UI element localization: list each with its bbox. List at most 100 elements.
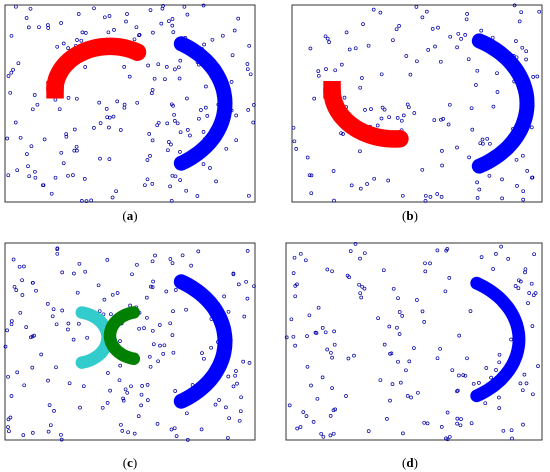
noise-point <box>438 59 443 64</box>
noise-point <box>15 370 20 375</box>
noise-point <box>101 312 106 317</box>
noise-point <box>245 62 250 66</box>
noise-point <box>226 309 231 314</box>
noise-point <box>24 325 29 329</box>
noise-point <box>497 406 502 410</box>
noise-point <box>76 321 81 326</box>
noise-point <box>231 384 236 389</box>
noise-point <box>108 388 112 393</box>
plot-frame <box>285 242 543 441</box>
noise-point <box>137 33 142 37</box>
noise-point <box>423 193 428 198</box>
noise-point <box>441 117 445 121</box>
noise-point <box>501 428 506 433</box>
noise-point <box>82 177 87 181</box>
noise-point <box>234 369 238 373</box>
noise-point <box>379 72 384 77</box>
noise-point <box>330 355 334 360</box>
noise-point <box>107 14 112 18</box>
noise-point <box>447 434 452 439</box>
noise-point <box>238 409 243 414</box>
noise-point <box>6 374 10 379</box>
noise-point <box>157 323 162 327</box>
noise-point <box>149 284 153 289</box>
noise-point <box>465 12 469 16</box>
noise-point <box>242 314 247 319</box>
noise-point <box>292 255 297 260</box>
noise-point <box>348 249 353 253</box>
noise-point <box>475 180 479 185</box>
cluster-arc-1 <box>46 37 147 99</box>
noise-point <box>469 421 474 426</box>
noise-point <box>408 72 413 77</box>
noise-point <box>404 54 409 58</box>
noise-point <box>360 284 365 289</box>
noise-point <box>170 173 175 178</box>
noise-point <box>352 353 356 358</box>
noise-point <box>495 71 499 76</box>
noise-point <box>83 31 88 35</box>
noise-point <box>30 107 35 112</box>
noise-point <box>114 189 118 194</box>
noise-point <box>205 114 210 118</box>
noise-point <box>447 102 452 107</box>
noise-point <box>332 198 336 203</box>
noise-point <box>79 199 84 203</box>
noise-point <box>363 108 367 112</box>
noise-point <box>394 27 399 32</box>
noise-point <box>173 288 178 292</box>
noise-point <box>291 271 296 275</box>
noise-point <box>78 405 82 410</box>
noise-point <box>135 262 139 267</box>
noise-point <box>46 378 50 383</box>
noise-point <box>247 361 252 365</box>
noise-point <box>491 267 495 271</box>
noise-point <box>204 84 208 89</box>
noise-point <box>438 346 442 351</box>
noise-point <box>185 12 190 17</box>
noise-point <box>33 169 37 174</box>
noise-point <box>423 269 428 274</box>
noise-point <box>527 291 532 295</box>
noise-point <box>450 368 455 373</box>
noise-point <box>397 310 402 314</box>
noise-point <box>72 127 77 132</box>
noise-point <box>178 178 182 182</box>
caption-c-letter: c <box>127 455 133 470</box>
noise-point <box>308 46 313 51</box>
noise-point <box>455 145 459 150</box>
noise-point <box>162 343 167 348</box>
cluster-arc-end-1 <box>323 81 341 99</box>
noise-point <box>499 244 503 249</box>
noise-point <box>135 100 140 105</box>
noise-point <box>521 422 525 427</box>
noise-point <box>485 136 490 141</box>
noise-point <box>389 351 394 356</box>
noise-point <box>245 296 250 301</box>
noise-point <box>397 24 401 28</box>
noise-point <box>332 329 336 334</box>
noise-point <box>184 307 188 312</box>
noise-point <box>97 309 102 314</box>
noise-point <box>156 359 160 364</box>
noise-point <box>107 115 112 120</box>
noise-point <box>145 398 150 402</box>
noise-point <box>77 261 82 266</box>
noise-point <box>455 45 459 50</box>
noise-point <box>523 267 528 272</box>
noise-point <box>533 291 538 295</box>
noise-point <box>156 62 161 67</box>
noise-point <box>420 167 425 172</box>
noise-point <box>106 30 111 35</box>
noise-point <box>16 61 21 66</box>
noise-point <box>66 46 70 50</box>
noise-point <box>321 434 326 439</box>
cluster-arc-2 <box>103 306 141 365</box>
noise-point <box>517 19 522 24</box>
noise-point <box>535 74 540 79</box>
panel-c <box>3 242 256 442</box>
noise-point <box>172 112 176 117</box>
noise-point <box>497 352 502 357</box>
noise-point <box>378 10 383 15</box>
